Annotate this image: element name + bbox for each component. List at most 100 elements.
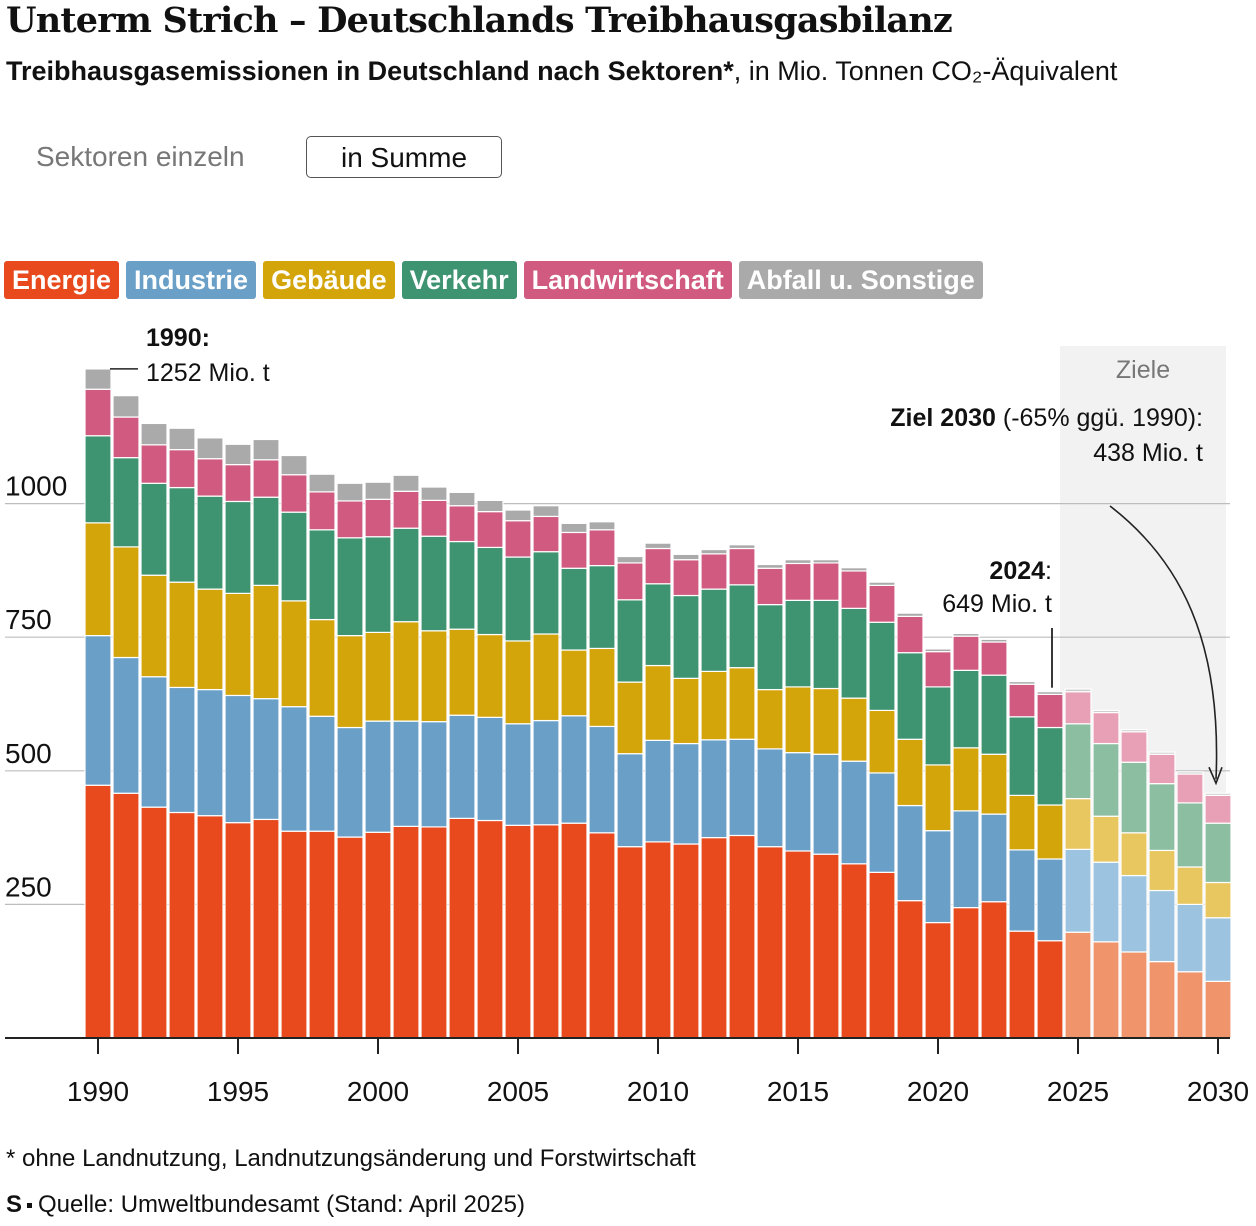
bar-abfall-u-sonstige-2022 <box>980 638 1008 643</box>
bar-energie-1992 <box>140 806 168 1039</box>
bar-landwirtschaft-2004 <box>476 511 504 549</box>
bar-verkehr-1996 <box>252 496 280 586</box>
bar-abfall-u-sonstige-1999 <box>336 482 364 502</box>
bar-gebäude-1992 <box>140 574 168 678</box>
bar-gebäude-2016 <box>812 687 840 755</box>
bar-energie-2016 <box>812 853 840 1039</box>
bar-energie-1995 <box>224 822 252 1039</box>
bar-landwirtschaft-1994 <box>196 458 224 497</box>
bar-gebäude-2011 <box>672 677 700 745</box>
bar-abfall-u-sonstige-2020 <box>924 648 952 653</box>
bar-energie-2009 <box>616 846 644 1039</box>
bar-abfall-u-sonstige-2015 <box>784 559 812 565</box>
subtitle-unit: , in Mio. Tonnen CO₂-Äquivalent <box>733 56 1118 86</box>
bar-verkehr-2007 <box>560 567 588 651</box>
bar-verkehr-2004 <box>476 546 504 636</box>
bar-energie-2019 <box>896 900 924 1039</box>
bar-energie-2027 <box>1120 951 1148 1039</box>
bar-energie-1997 <box>280 830 308 1039</box>
annotation-2030-value: 438 Mio. t <box>1093 439 1203 467</box>
bar-verkehr-2008 <box>588 564 616 650</box>
bar-gebäude-2014 <box>756 688 784 750</box>
bar-energie-1998 <box>308 830 336 1039</box>
bar-verkehr-2001 <box>392 527 420 623</box>
bar-landwirtschaft-2028 <box>1148 753 1176 785</box>
logo-dot <box>27 1202 33 1208</box>
y-tick-label-500: 500 <box>5 738 52 769</box>
bar-energie-2010 <box>644 841 672 1039</box>
bar-gebäude-2020 <box>924 764 952 832</box>
bar-verkehr-2024 <box>1036 726 1064 806</box>
bar-gebäude-2027 <box>1120 832 1148 877</box>
bar-landwirtschaft-2014 <box>756 567 784 606</box>
bar-abfall-u-sonstige-2025 <box>1064 688 1092 693</box>
annotation-2030-label: Ziel 2030 (-65% ggü. 1990): <box>890 404 1203 432</box>
bar-verkehr-1999 <box>336 537 364 637</box>
x-tick-label-2020: 2020 <box>907 1076 969 1107</box>
bar-gebäude-2022 <box>980 753 1008 815</box>
bar-energie-1999 <box>336 836 364 1039</box>
bar-landwirtschaft-1992 <box>140 444 168 484</box>
bar-verkehr-2017 <box>840 607 868 699</box>
bar-verkehr-2016 <box>812 599 840 690</box>
bar-energie-2023 <box>1008 930 1036 1039</box>
bar-landwirtschaft-2029 <box>1176 773 1204 804</box>
bar-industrie-2028 <box>1148 889 1176 963</box>
bar-industrie-2019 <box>896 804 924 902</box>
bar-verkehr-2020 <box>924 686 952 766</box>
bar-abfall-u-sonstige-2030 <box>1204 792 1232 796</box>
bar-energie-2011 <box>672 843 700 1039</box>
bar-energie-2006 <box>532 824 560 1039</box>
bar-abfall-u-sonstige-2011 <box>672 553 700 561</box>
bar-verkehr-2015 <box>784 599 812 688</box>
bar-gebäude-2030 <box>1204 881 1232 919</box>
bar-landwirtschaft-2002 <box>420 499 448 537</box>
targets-label: Ziele <box>1116 356 1170 384</box>
toggle-sum[interactable]: in Summe <box>306 136 502 178</box>
legend: Energie Industrie Gebäude Verkehr Landwi… <box>4 261 983 299</box>
x-tick-label-2015: 2015 <box>767 1076 829 1107</box>
bar-gebäude-1990 <box>84 522 112 637</box>
chart-subtitle: Treibhausgasemissionen in Deutschland na… <box>6 56 1117 87</box>
bar-verkehr-1990 <box>84 435 112 524</box>
bar-abfall-u-sonstige-2002 <box>420 486 448 501</box>
bar-verkehr-2013 <box>728 584 756 669</box>
bar-industrie-2022 <box>980 813 1008 903</box>
bar-industrie-2000 <box>364 720 392 833</box>
bar-gebäude-2015 <box>784 686 812 754</box>
bar-gebäude-2006 <box>532 633 560 722</box>
bar-industrie-2001 <box>392 720 420 827</box>
toggle-sectors-single[interactable]: Sektoren einzeln <box>36 141 245 172</box>
legend-gebaeude: Gebäude <box>263 261 395 299</box>
bar-verkehr-2022 <box>980 674 1008 755</box>
bar-abfall-u-sonstige-1993 <box>168 427 196 451</box>
bar-landwirtschaft-2008 <box>588 529 616 567</box>
bar-industrie-2011 <box>672 742 700 845</box>
bar-energie-2008 <box>588 832 616 1039</box>
x-tick-label-2010: 2010 <box>627 1076 689 1107</box>
bar-verkehr-2029 <box>1176 802 1204 868</box>
bar-abfall-u-sonstige-2008 <box>588 521 616 531</box>
bar-energie-2007 <box>560 822 588 1039</box>
bar-verkehr-1991 <box>112 457 140 548</box>
bar-verkehr-2014 <box>756 604 784 691</box>
bar-industrie-2004 <box>476 716 504 822</box>
bar-gebäude-2000 <box>364 631 392 722</box>
bar-verkehr-2006 <box>532 551 560 635</box>
legend-energie: Energie <box>4 261 120 299</box>
bar-gebäude-2004 <box>476 633 504 718</box>
bar-landwirtschaft-2018 <box>868 584 896 623</box>
bar-industrie-2029 <box>1176 903 1204 973</box>
bar-gebäude-2007 <box>560 649 588 717</box>
bar-gebäude-2005 <box>504 640 532 725</box>
bar-industrie-2025 <box>1064 848 1092 933</box>
bar-abfall-u-sonstige-2005 <box>504 509 532 522</box>
bar-energie-2003 <box>448 817 476 1039</box>
bar-landwirtschaft-1995 <box>224 463 252 503</box>
bar-energie-2002 <box>420 826 448 1039</box>
bar-industrie-2020 <box>924 830 952 924</box>
bar-gebäude-2002 <box>420 630 448 723</box>
annotation-1990-value: 1252 Mio. t <box>146 359 270 387</box>
bar-abfall-u-sonstige-2010 <box>644 542 672 550</box>
